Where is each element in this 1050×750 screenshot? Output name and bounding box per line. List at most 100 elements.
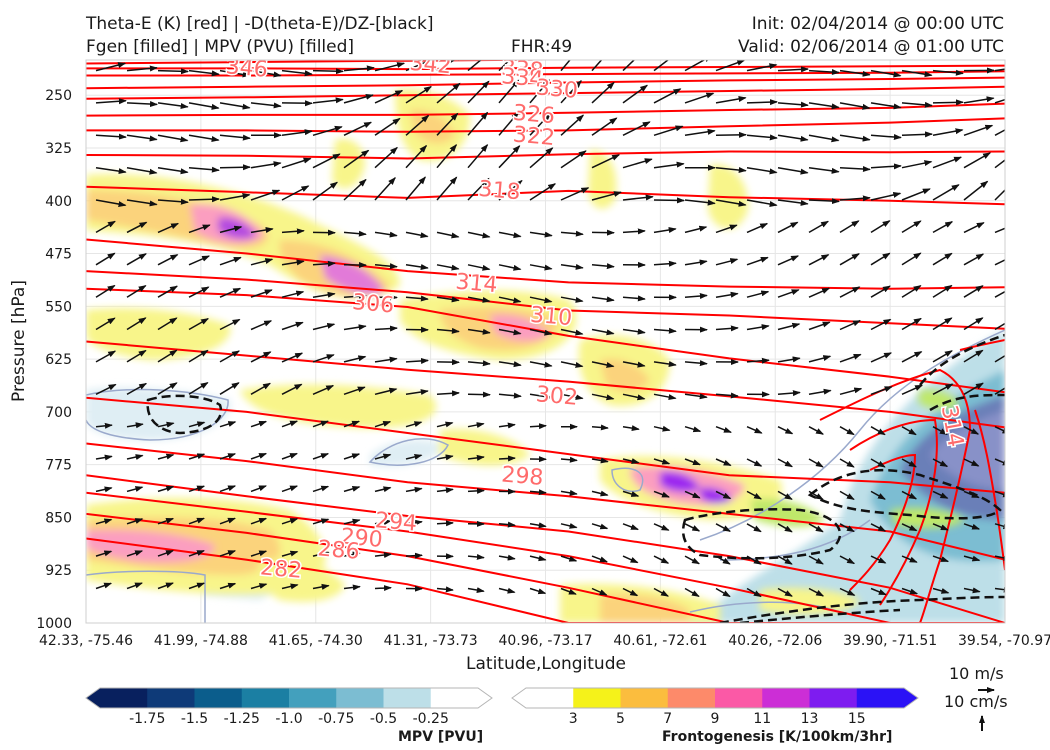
wind-vector <box>250 102 282 109</box>
wind-vector <box>343 121 373 136</box>
wind-vector <box>870 523 887 532</box>
wind-vector <box>653 260 677 267</box>
wind-vector <box>498 361 522 368</box>
colorbar-tick-label: -0.25 <box>413 711 449 727</box>
wind-vector <box>870 102 902 110</box>
wind-vector <box>839 490 855 501</box>
wind-vector <box>777 356 801 363</box>
colorbar-outline <box>511 687 919 709</box>
wind-vector <box>746 222 769 234</box>
wind-vector <box>777 221 799 234</box>
colorbar-outline <box>85 687 493 709</box>
wind-vector <box>808 355 832 363</box>
wind-vector <box>250 550 268 557</box>
wind-vector <box>994 586 1005 593</box>
wind-vector <box>498 455 516 462</box>
y-tick-label: 400 <box>45 194 72 210</box>
wind-vector <box>157 549 174 557</box>
wind-vector <box>591 523 609 530</box>
wind-vector <box>839 426 855 436</box>
wind-vector <box>777 134 809 142</box>
theta-e-contour-label: 282 <box>259 555 303 584</box>
wind-vector <box>188 102 220 110</box>
wind-vector <box>312 97 344 104</box>
colorbar-swatch <box>573 688 621 708</box>
wind-vector <box>436 264 460 271</box>
wind-vector <box>498 111 520 136</box>
colorbar-swatch <box>241 688 290 708</box>
wind-vector <box>95 62 127 72</box>
wind-vector <box>529 264 553 271</box>
wind-vector <box>808 69 840 76</box>
wind-vector <box>870 220 891 234</box>
wind-vector <box>994 159 1005 169</box>
wind-vector <box>901 252 922 266</box>
colorbar-swatch <box>809 688 858 708</box>
theta-e-contour-line <box>86 491 1005 623</box>
wind-vector <box>467 587 485 593</box>
y-axis-ticks: 250 325 400 475 550 625 700 775 850 925 1000 <box>36 88 72 632</box>
wind-vector <box>777 555 793 565</box>
wind-vector <box>126 134 158 142</box>
wind-vector <box>95 199 127 208</box>
wind-vector <box>994 554 1005 561</box>
wind-vector <box>95 284 116 298</box>
wind-vector <box>715 96 747 104</box>
wind-vector <box>963 555 981 562</box>
wind-vector <box>715 458 732 467</box>
wind-vector <box>622 228 646 235</box>
wind-vector <box>343 518 361 525</box>
wind-vector <box>219 485 237 493</box>
wind-vector <box>250 420 268 428</box>
wind-vector <box>684 293 708 300</box>
theta-e-contour-line <box>86 512 1005 623</box>
wind-vector <box>653 361 677 367</box>
wind-vector <box>436 60 464 72</box>
wind-vector <box>684 259 708 266</box>
wind-vector <box>653 327 677 334</box>
wind-vector <box>467 80 490 104</box>
wind-vector <box>839 353 862 363</box>
colorbar-tick-label: 9 <box>711 711 720 727</box>
theta-e-contour-line <box>86 537 1005 623</box>
wind-vector <box>529 79 550 104</box>
wind-vector <box>963 96 995 104</box>
theta-e-contour-label: 318 <box>477 177 521 206</box>
wind-vector <box>436 586 454 593</box>
wind-vector <box>808 134 840 143</box>
wind-vector <box>405 264 429 270</box>
wind-vector <box>405 519 423 526</box>
wind-vector <box>560 114 585 136</box>
wind-vector <box>374 486 392 493</box>
wind-vector <box>126 65 158 72</box>
theta-e-contour-line <box>86 60 638 65</box>
wind-vector <box>622 393 646 401</box>
colorbar-tick-label: 7 <box>663 711 672 727</box>
wind-vector <box>312 384 335 395</box>
wind-vector <box>405 114 430 136</box>
wind-vector <box>126 550 144 557</box>
wind-vector <box>467 454 485 461</box>
wind-vector <box>312 68 344 75</box>
wind-vector <box>932 587 950 594</box>
wind-vector <box>188 517 205 525</box>
wind-vector <box>374 387 398 396</box>
wind-vector <box>808 287 831 298</box>
wind-vector <box>591 393 615 401</box>
wind-vector <box>777 426 794 435</box>
wind-vector <box>529 231 553 238</box>
wind-vector <box>932 99 964 106</box>
wind-vector <box>901 188 931 201</box>
wind-vector <box>653 393 677 400</box>
colorbar-tick-label: -0.5 <box>370 711 397 727</box>
wind-vector <box>281 518 299 525</box>
wind-vector <box>901 220 922 234</box>
wind-vector <box>126 349 147 363</box>
wind-vector <box>839 69 871 77</box>
wind-vector <box>560 328 584 336</box>
wind-vector <box>467 60 482 72</box>
wind-vector <box>777 101 809 108</box>
wind-vector <box>870 252 891 266</box>
wind-vector <box>529 555 547 562</box>
